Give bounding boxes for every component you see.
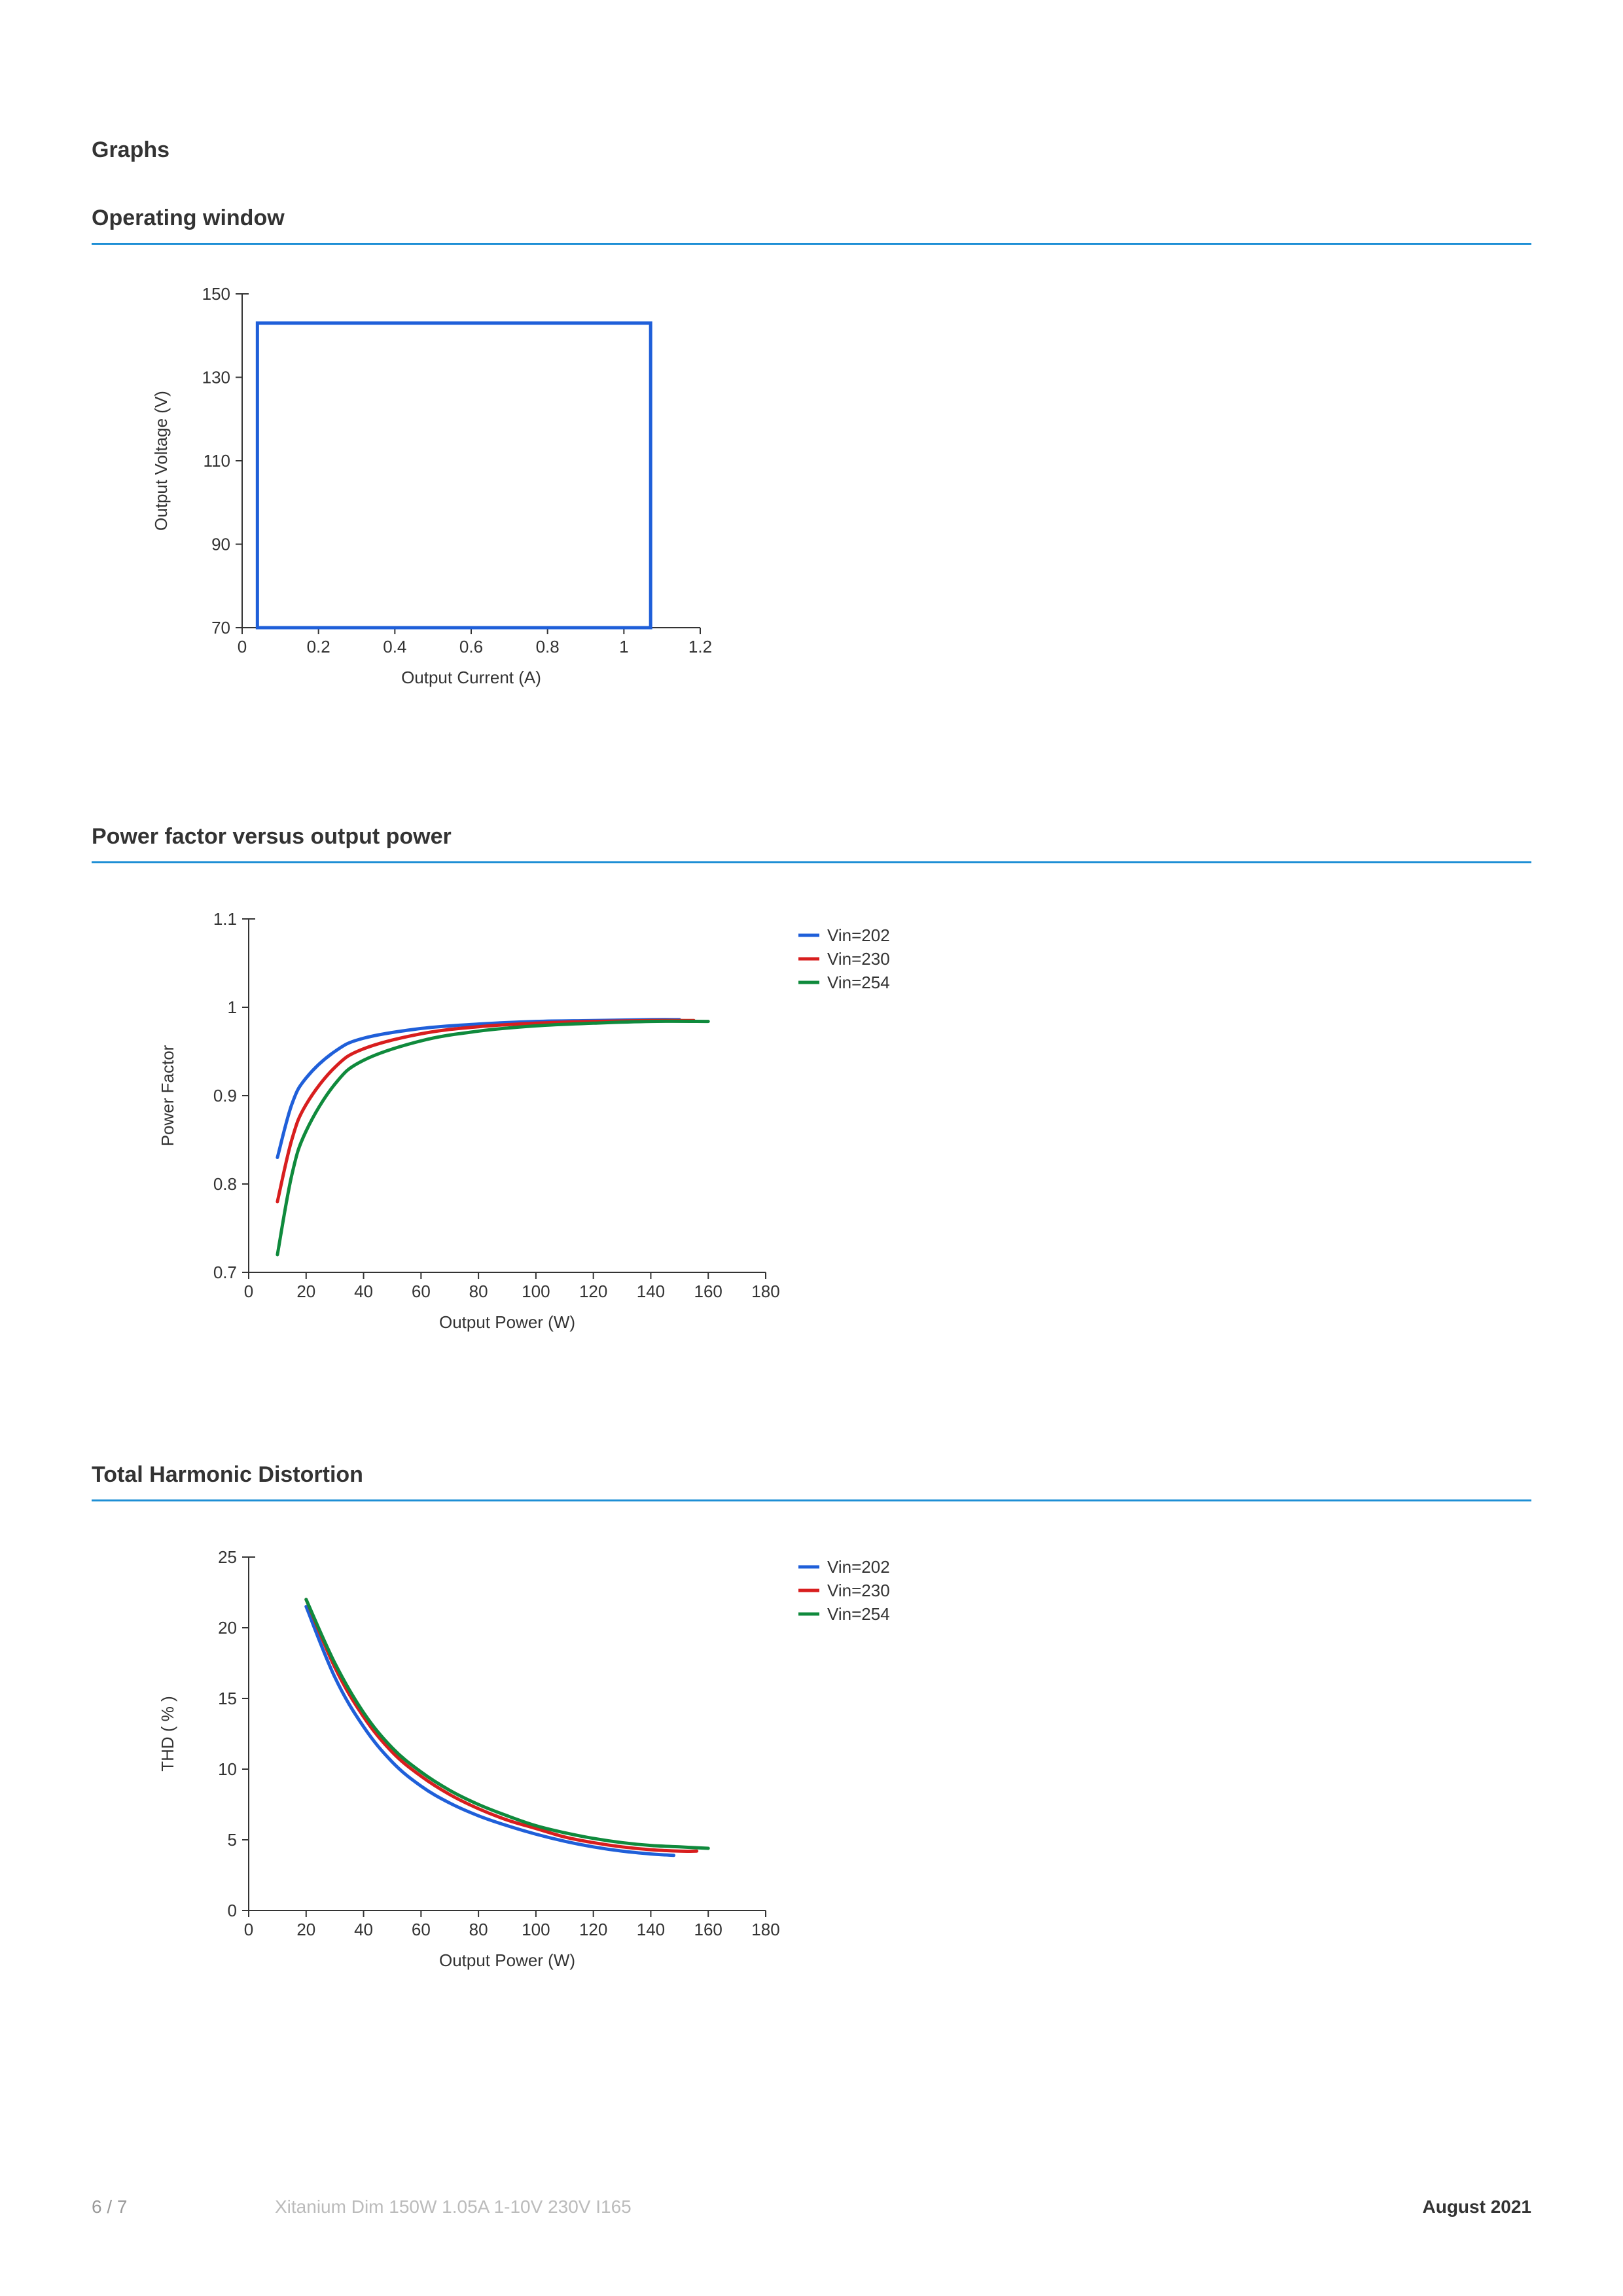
svg-text:Power Factor: Power Factor [158,1045,177,1146]
svg-text:Vin=202: Vin=202 [827,925,890,945]
svg-text:70: 70 [211,618,230,637]
svg-text:Vin=202: Vin=202 [827,1557,890,1577]
page-main-title: Graphs [92,137,1531,163]
chart2-title: Power factor versus output power [92,824,1531,850]
chart3-rule [92,1499,1531,1501]
svg-text:160: 160 [694,1920,722,1939]
chart1-rule [92,243,1531,245]
svg-text:1: 1 [228,997,237,1017]
svg-text:0.4: 0.4 [383,637,406,656]
svg-text:5: 5 [228,1830,237,1850]
svg-text:0: 0 [228,1901,237,1920]
svg-text:15: 15 [218,1689,237,1708]
svg-text:110: 110 [204,451,230,471]
svg-text:140: 140 [637,1920,665,1939]
svg-text:0: 0 [244,1282,253,1301]
svg-text:THD ( % ): THD ( % ) [158,1696,177,1772]
svg-text:1: 1 [619,637,628,656]
svg-text:Vin=254: Vin=254 [827,973,890,992]
svg-text:160: 160 [694,1282,722,1301]
svg-text:20: 20 [218,1618,237,1638]
chart3-title: Total Harmonic Distortion [92,1462,1531,1488]
svg-text:0: 0 [238,637,247,656]
chart2-rule [92,861,1531,863]
svg-text:Vin=254: Vin=254 [827,1604,890,1624]
chart1-block: 0 0.2 0.4 0.6 0.8 1 1.2 70 90 110 130 150 Output Cur… [124,281,1531,713]
svg-text:0: 0 [244,1920,253,1939]
svg-text:100: 100 [522,1282,550,1301]
svg-text:100: 100 [522,1920,550,1939]
svg-text:90: 90 [211,535,230,554]
footer-date: August 2021 [1423,2197,1532,2217]
svg-text:120: 120 [579,1920,607,1939]
svg-text:130: 130 [202,368,230,387]
svg-text:1.2: 1.2 [688,637,712,656]
svg-text:140: 140 [637,1282,665,1301]
chart1-svg: 0 0.2 0.4 0.6 0.8 1 1.2 70 90 110 130 150 Output Cur… [124,281,733,713]
page-footer: 6 / 7 Xitanium Dim 150W 1.05A 1-10V 230V… [92,2197,1531,2217]
svg-text:0.6: 0.6 [459,637,483,656]
svg-text:180: 180 [751,1920,779,1939]
svg-text:180: 180 [751,1282,779,1301]
svg-text:60: 60 [412,1282,431,1301]
svg-text:Vin=230: Vin=230 [827,1581,890,1600]
chart3-block: 0 20 40 60 80 100 120 140 160 180 0 5 10 15 20 25 Output… [124,1537,1531,1989]
svg-text:0.8: 0.8 [536,637,560,656]
svg-text:0.8: 0.8 [213,1174,237,1194]
svg-text:120: 120 [579,1282,607,1301]
svg-text:10: 10 [218,1759,237,1779]
svg-text:40: 40 [354,1282,373,1301]
svg-text:25: 25 [218,1547,237,1567]
chart1-title: Operating window [92,206,1531,231]
svg-text:Output Current (A): Output Current (A) [401,668,541,687]
svg-text:80: 80 [469,1282,488,1301]
svg-text:40: 40 [354,1920,373,1939]
svg-text:1.1: 1.1 [213,909,237,929]
footer-product: Xitanium Dim 150W 1.05A 1-10V 230V I165 [275,2197,1423,2217]
svg-text:20: 20 [296,1282,315,1301]
svg-text:Vin=230: Vin=230 [827,949,890,969]
svg-text:Output Power (W): Output Power (W) [439,1950,575,1970]
svg-text:80: 80 [469,1920,488,1939]
svg-text:60: 60 [412,1920,431,1939]
chart3-svg: 0 20 40 60 80 100 120 140 160 180 0 5 10 15 20 25 Output… [124,1537,923,1989]
svg-text:Output Power (W): Output Power (W) [439,1312,575,1332]
svg-text:20: 20 [296,1920,315,1939]
chart2-svg: 0 20 40 60 80 100 120 140 160 180 0.7 0.8 0.9 1 1.1 Out… [124,899,923,1351]
svg-text:0.7: 0.7 [213,1263,237,1282]
svg-text:Output Voltage (V): Output Voltage (V) [151,391,171,531]
svg-text:0.9: 0.9 [213,1086,237,1105]
svg-text:150: 150 [202,284,230,304]
footer-page-num: 6 / 7 [92,2197,275,2217]
svg-text:0.2: 0.2 [307,637,330,656]
chart2-block: 0 20 40 60 80 100 120 140 160 180 0.7 0.8 0.9 1 1.1 Out… [124,899,1531,1351]
